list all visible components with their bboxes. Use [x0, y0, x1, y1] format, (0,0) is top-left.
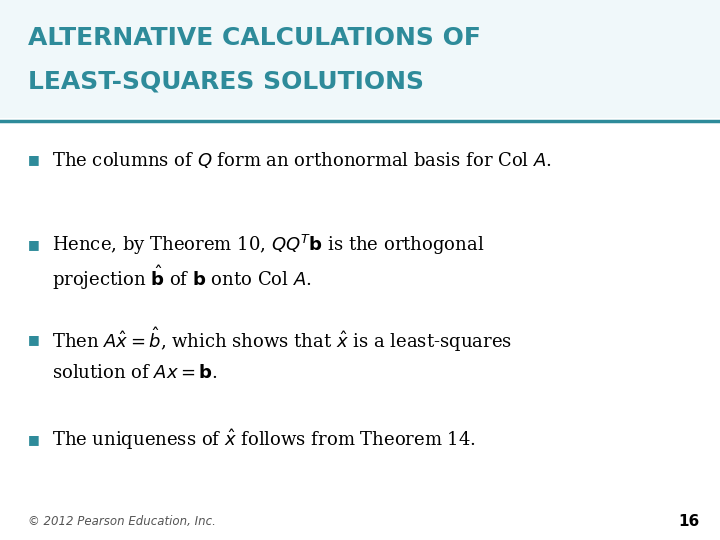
Text: Hence, by Theorem 10, $QQ^T\mathbf{b}$ is the orthogonal: Hence, by Theorem 10, $QQ^T\mathbf{b}$ i…: [52, 233, 485, 257]
Text: solution of $Ax = \mathbf{b}$.: solution of $Ax = \mathbf{b}$.: [52, 364, 218, 382]
Text: ALTERNATIVE CALCULATIONS OF: ALTERNATIVE CALCULATIONS OF: [28, 26, 481, 50]
Text: LEAST-SQUARES SOLUTIONS: LEAST-SQUARES SOLUTIONS: [28, 70, 424, 94]
Text: ■: ■: [28, 334, 40, 347]
Text: projection $\hat{\mathbf{b}}$ of $\mathbf{b}$ onto Col $A$.: projection $\hat{\mathbf{b}}$ of $\mathb…: [52, 264, 312, 292]
Text: 16: 16: [679, 515, 700, 530]
Bar: [0, 0, 720, 118]
Text: The columns of $Q$ form an orthonormal basis for Col $A$.: The columns of $Q$ form an orthonormal b…: [52, 150, 552, 170]
Text: ■: ■: [28, 239, 40, 252]
Text: Then $A\hat{x} = \hat{b}$, which shows that $\hat{x}$ is a least-squares: Then $A\hat{x} = \hat{b}$, which shows t…: [52, 326, 512, 354]
Text: ■: ■: [28, 434, 40, 447]
Text: ■: ■: [28, 153, 40, 166]
Text: The uniqueness of $\hat{x}$ follows from Theorem 14.: The uniqueness of $\hat{x}$ follows from…: [52, 428, 476, 453]
Text: © 2012 Pearson Education, Inc.: © 2012 Pearson Education, Inc.: [28, 516, 216, 529]
